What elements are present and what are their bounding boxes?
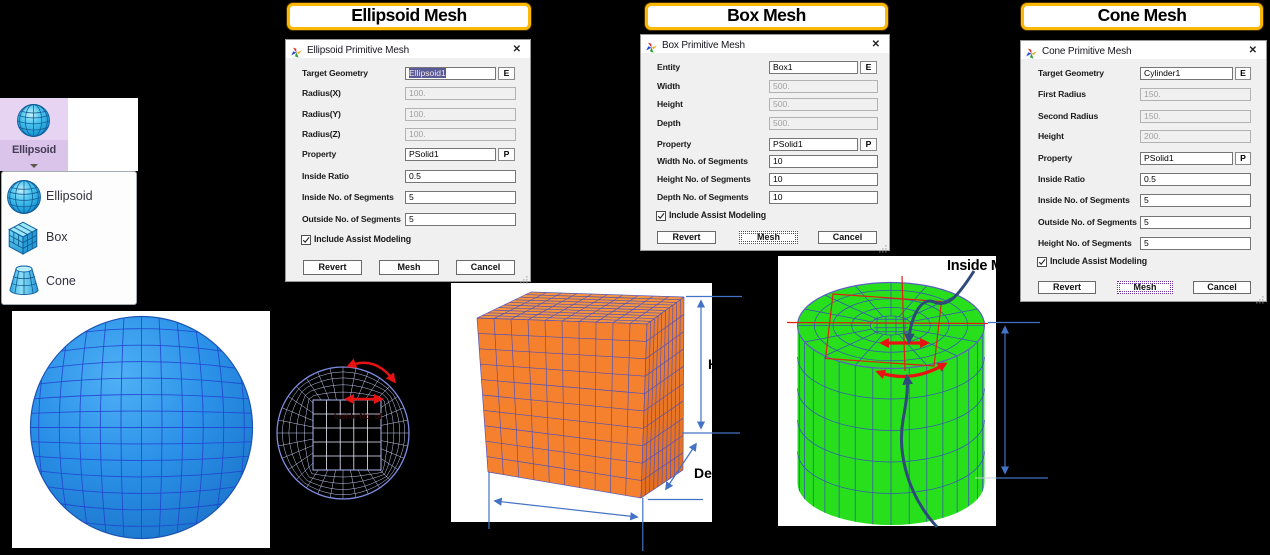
svg-text:Depth: Depth (694, 465, 734, 481)
svg-text:Height: Height (708, 356, 752, 372)
svg-text:Inside M: Inside M (947, 258, 1003, 274)
svg-text:Inside No. of: Inside No. of (334, 412, 382, 421)
